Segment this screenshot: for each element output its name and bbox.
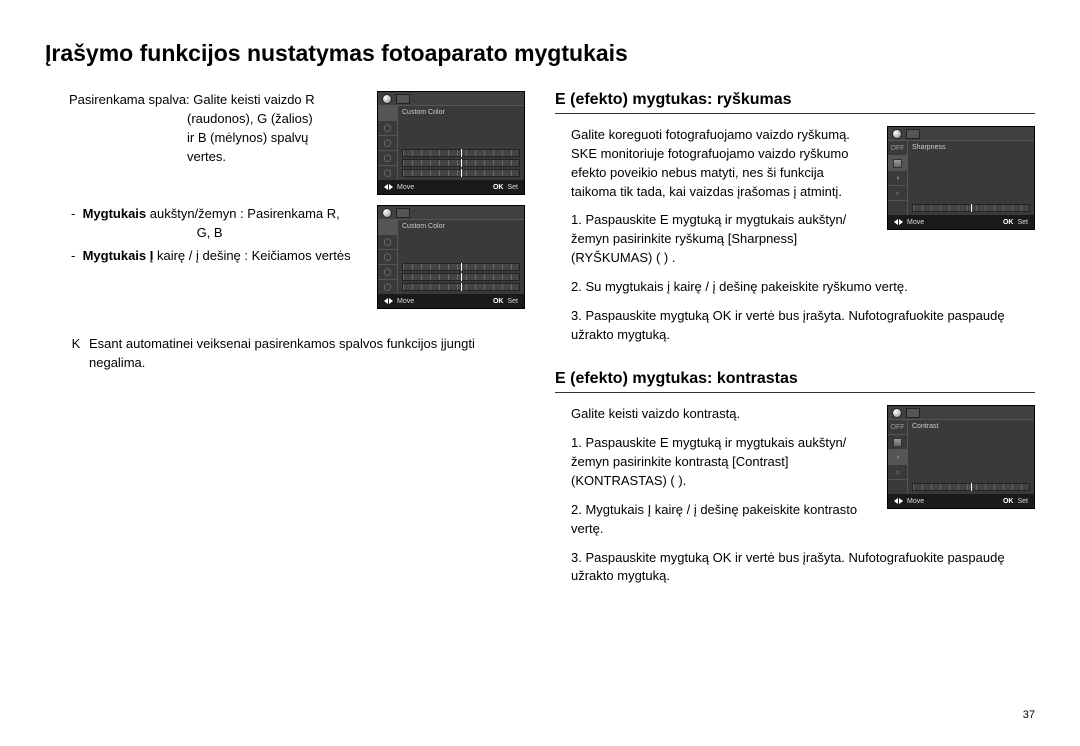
b2-bold: Mygtukais Į (83, 248, 154, 263)
menu-row: ◯ (378, 121, 397, 136)
slider-b (402, 169, 520, 177)
menu-row (888, 156, 907, 171)
ok-label: OK (1003, 219, 1014, 226)
menu-row: ☼ (888, 186, 907, 201)
custom-color-screenshot-1: ◯ ◯ ◯ ◯ Custom Color (377, 91, 525, 195)
sharpness-icon (893, 438, 902, 447)
slider-g (402, 273, 520, 281)
custom-color-screenshot-2: ◯ ◯ ◯ ◯ Custom Color (377, 205, 525, 309)
slider (912, 204, 1030, 212)
right-column: E (efekto) mygtukas: ryškumas Galite kor… (555, 91, 1035, 596)
slider (912, 483, 1030, 491)
controls-list: - Mygtukais aukštyn/žemyn : Pasirenkama … (45, 205, 363, 266)
set-label: Set (507, 184, 518, 191)
set-label: Set (1017, 219, 1028, 226)
sharpness-step3: 3. Paspauskite mygtuką OK ir vertė bus į… (555, 307, 1035, 345)
slider-r (402, 149, 520, 157)
menu-row (378, 220, 397, 235)
ok-label: OK (493, 184, 504, 191)
tab-icon (396, 208, 410, 218)
intro-line2: (raudonos), G (žalios) (69, 110, 313, 129)
intro-line4: vertes. (69, 148, 226, 167)
move-label: Move (397, 184, 414, 191)
sharpness-intro: Galite koreguoti fotografuojamo vaizdo r… (555, 126, 873, 201)
contrast-step3: 3. Paspauskite mygtuką OK ir vertė bus į… (555, 549, 1035, 587)
menu-row: ◯ (378, 280, 397, 294)
note-text: Esant automatinei veiksenai pasirenkamos… (89, 335, 525, 373)
menu-row: ◯ (378, 166, 397, 180)
menu-row: ☼ (888, 465, 907, 480)
menu-row: ◯ (378, 136, 397, 151)
menu-row (378, 106, 397, 121)
menu-row: ◑ (888, 171, 907, 186)
auto-mode-note: K Esant automatinei veiksenai pasirenkam… (45, 335, 525, 373)
sharpness-heading: E (efekto) mygtukas: ryškumas (555, 91, 1035, 114)
move-label: Move (397, 298, 414, 305)
slider-b (402, 283, 520, 291)
contrast-step1: 1. Paspauskite E mygtuką ir mygtukais au… (555, 434, 873, 491)
b2-rest: kairę / į dešinę : Keičiamos vertės (153, 248, 350, 263)
menu-row (888, 435, 907, 450)
contrast-step2: 2. Mygtukais Į kairę / į dešinę pakeiski… (555, 501, 873, 539)
left-column: Pasirenkama spalva: Galite keisti vaizdo… (45, 91, 525, 596)
screenshot-label: Custom Color (402, 109, 520, 116)
move-label: Move (907, 219, 924, 226)
contrast-heading: E (efekto) mygtukas: kontrastas (555, 370, 1035, 393)
palette-icon (892, 408, 902, 418)
sharpness-screenshot: OFF ◑ ☼ Sharpness Move (887, 126, 1035, 230)
tab-icon (906, 408, 920, 418)
note-marker: K (69, 335, 83, 354)
page-number: 37 (1023, 709, 1035, 721)
ok-label: OK (493, 298, 504, 305)
b1-bold: Mygtukais (83, 206, 147, 221)
contrast-intro: Galite keisti vaizdo kontrastą. (555, 405, 873, 424)
sharpness-step1: 1. Paspauskite E mygtuką ir mygtukais au… (555, 211, 873, 268)
menu-row: ◯ (378, 151, 397, 166)
intro-line1: Pasirenkama spalva: Galite keisti vaizdo… (69, 92, 315, 107)
move-label: Move (907, 498, 924, 505)
set-label: Set (507, 298, 518, 305)
menu-row: ◯ (378, 235, 397, 250)
s1-text: 1. Paspauskite E mygtuką ir mygtukais au… (571, 212, 846, 265)
screenshot-label: Sharpness (912, 144, 1030, 151)
screenshot-label: Contrast (912, 423, 1030, 430)
screenshot-label: Custom Color (402, 223, 520, 230)
bullet-leftright: - Mygtukais Į kairę / į dešinę : Keičiam… (71, 247, 363, 266)
tab-icon (396, 94, 410, 104)
menu-row (888, 201, 907, 215)
menu-row-off: OFF (888, 420, 907, 435)
slider-r (402, 263, 520, 271)
intro-line3: ir B (mėlynos) spalvų (69, 129, 308, 148)
menu-row: ◯ (378, 265, 397, 280)
custom-color-intro: Pasirenkama spalva: Galite keisti vaizdo… (45, 91, 363, 166)
contrast-screenshot: OFF ◑ ☼ Contrast Move (887, 405, 1035, 509)
menu-row (888, 480, 907, 494)
bullet-updown: - Mygtukais aukštyn/žemyn : Pasirenkama … (71, 205, 363, 243)
palette-icon (382, 94, 392, 104)
slider-g (402, 159, 520, 167)
ok-label: OK (1003, 498, 1014, 505)
set-label: Set (1017, 498, 1028, 505)
palette-icon (382, 208, 392, 218)
menu-row: ◑ (888, 450, 907, 465)
tab-icon (906, 129, 920, 139)
sharpness-step2: 2. Su mygtukais į kairę / į dešinę pakei… (555, 278, 1035, 297)
menu-row: ◯ (378, 250, 397, 265)
page-title: Įrašymo funkcijos nustatymas fotoaparato… (45, 40, 1035, 67)
sharpness-icon (893, 159, 902, 168)
palette-icon (892, 129, 902, 139)
menu-row-off: OFF (888, 141, 907, 156)
content-columns: Pasirenkama spalva: Galite keisti vaizdo… (45, 91, 1035, 596)
